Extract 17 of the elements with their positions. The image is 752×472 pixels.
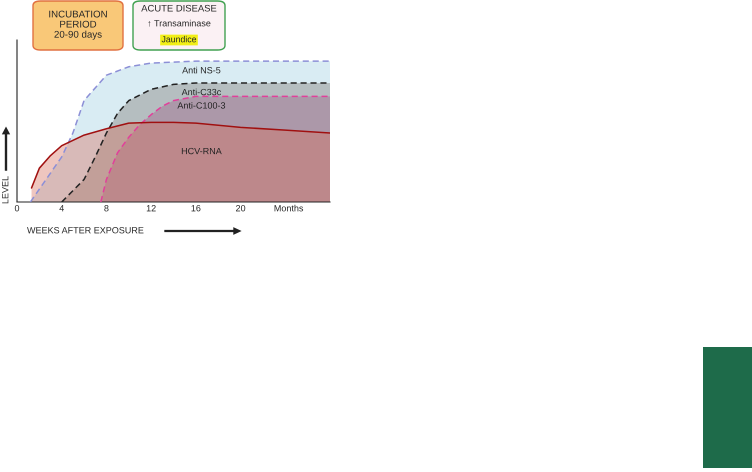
x-tick-label: 8 [104, 205, 109, 212]
series-label: Anti NS-5 [182, 66, 220, 74]
x-tick-label: 20 [236, 205, 246, 212]
x-axis-title: WEEKS AFTER EXPOSURE [27, 227, 144, 234]
series-label: HCV-RNA [182, 148, 222, 154]
text: ACUTE DISEASE [141, 4, 216, 12]
series-label: Anti-C33c [182, 88, 222, 96]
x-tick-label: Months [274, 204, 304, 212]
text: ↑ Transaminase [148, 20, 210, 27]
x-tick-label: 0 [14, 205, 20, 212]
x-tick-label: 16 [192, 205, 200, 212]
x-tick-label: 4 [59, 205, 64, 212]
y-axis-title: LEVEL [2, 176, 8, 204]
series-label: Anti-C100-3 [177, 102, 226, 109]
x-tick-label: 12 [146, 205, 156, 212]
text: Jaundice [162, 36, 196, 42]
text: INCUBATION PERIOD 20-90 days [49, 10, 107, 40]
